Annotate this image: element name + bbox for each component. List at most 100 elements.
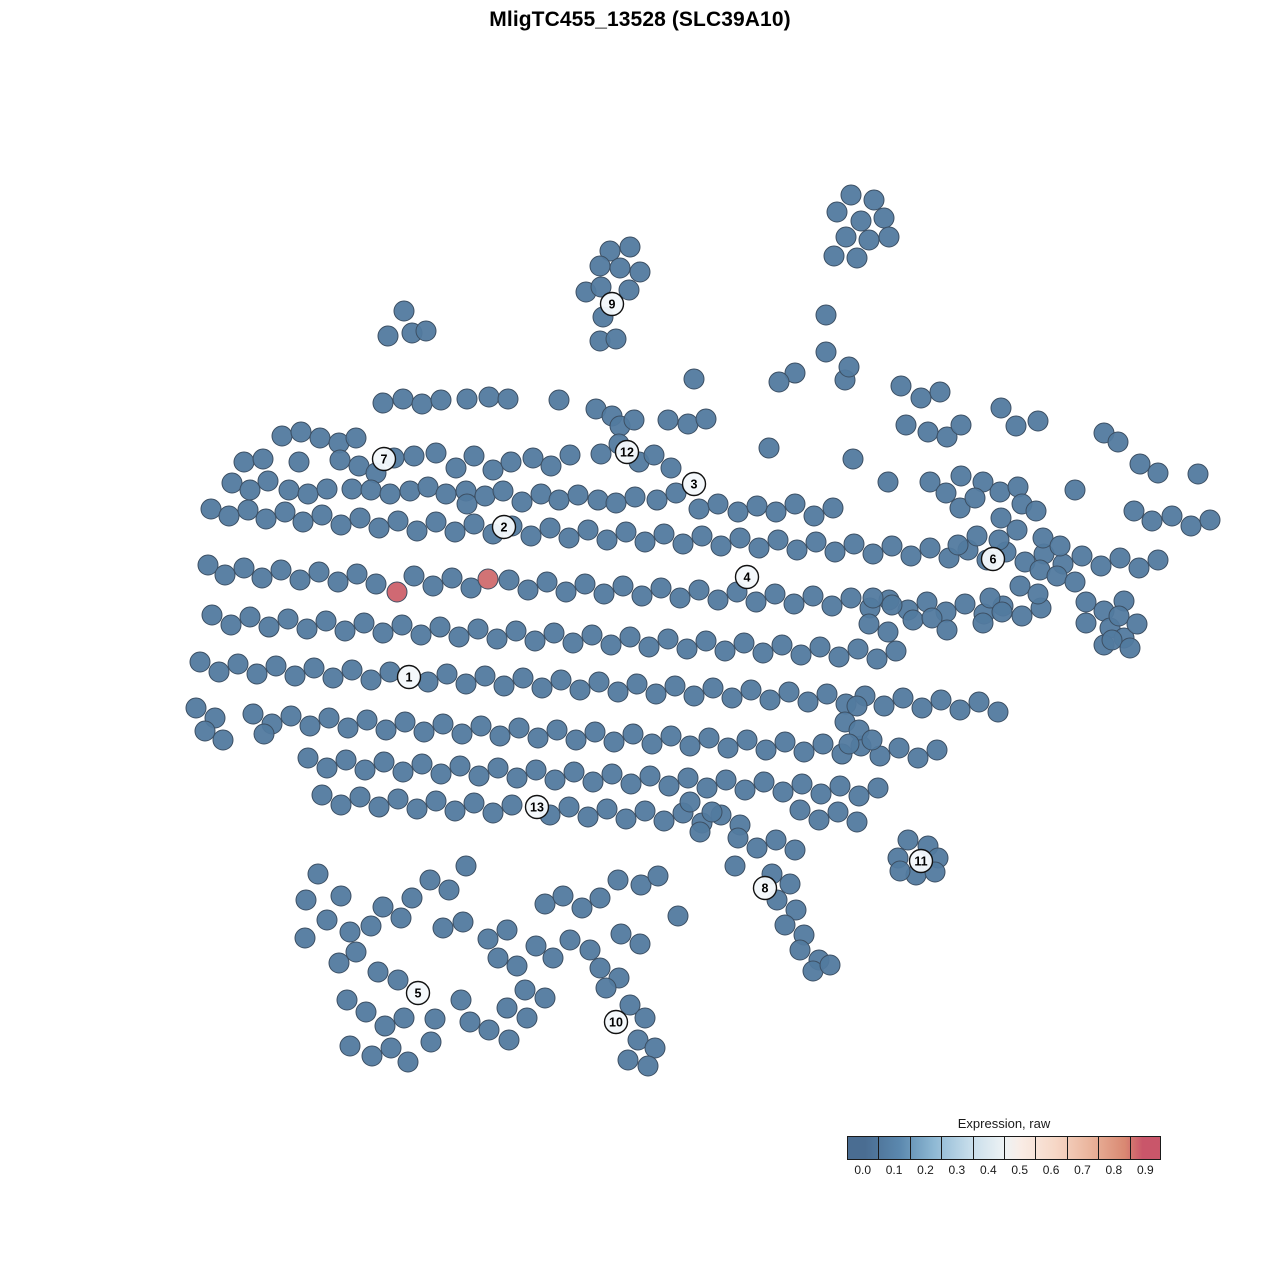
data-point[interactable]	[403, 565, 425, 587]
data-point[interactable]	[548, 489, 570, 511]
data-point[interactable]	[609, 257, 631, 279]
data-point[interactable]	[308, 561, 330, 583]
data-point[interactable]	[417, 476, 439, 498]
data-point[interactable]	[605, 328, 627, 350]
data-point[interactable]	[297, 747, 319, 769]
data-point[interactable]	[607, 681, 629, 703]
data-point[interactable]	[349, 507, 371, 529]
data-point[interactable]	[605, 492, 627, 514]
data-point[interactable]	[316, 478, 338, 500]
data-point[interactable]	[784, 493, 806, 515]
data-point[interactable]	[253, 723, 275, 745]
data-point[interactable]	[615, 521, 637, 543]
data-point[interactable]	[657, 409, 679, 431]
data-point[interactable]	[365, 573, 387, 595]
data-point[interactable]	[372, 896, 394, 918]
data-point[interactable]	[403, 445, 425, 467]
data-point[interactable]	[805, 531, 827, 553]
data-point[interactable]	[579, 939, 601, 961]
data-point[interactable]	[1123, 500, 1145, 522]
data-point[interactable]	[683, 685, 705, 707]
data-point[interactable]	[746, 495, 768, 517]
data-point[interactable]	[401, 887, 423, 909]
data-point[interactable]	[990, 397, 1012, 419]
data-point[interactable]	[567, 484, 589, 506]
data-point[interactable]	[902, 609, 924, 631]
data-point[interactable]	[288, 451, 310, 473]
data-point[interactable]	[1199, 509, 1221, 531]
data-point[interactable]	[843, 533, 865, 555]
data-point[interactable]	[657, 628, 679, 650]
data-point[interactable]	[233, 557, 255, 579]
data-point[interactable]	[631, 585, 653, 607]
data-point[interactable]	[679, 791, 701, 813]
data-point[interactable]	[926, 739, 948, 761]
data-point[interactable]	[596, 798, 618, 820]
data-point[interactable]	[1161, 505, 1183, 527]
data-point[interactable]	[356, 709, 378, 731]
data-point[interactable]	[637, 1055, 659, 1077]
data-point[interactable]	[531, 677, 553, 699]
data-point[interactable]	[540, 455, 562, 477]
data-point[interactable]	[816, 683, 838, 705]
data-point[interactable]	[629, 261, 651, 283]
data-point[interactable]	[571, 897, 593, 919]
data-point[interactable]	[848, 785, 870, 807]
data-point[interactable]	[394, 711, 416, 733]
data-point[interactable]	[459, 1011, 481, 1033]
data-point[interactable]	[889, 860, 911, 882]
data-point[interactable]	[590, 443, 612, 465]
data-point[interactable]	[270, 559, 292, 581]
data-point[interactable]	[297, 483, 319, 505]
data-point[interactable]	[448, 626, 470, 648]
data-point[interactable]	[954, 593, 976, 615]
data-point[interactable]	[664, 675, 686, 697]
data-point[interactable]	[919, 537, 941, 559]
data-point[interactable]	[1049, 535, 1071, 557]
data-point[interactable]	[767, 529, 789, 551]
data-point[interactable]	[450, 989, 472, 1011]
data-point[interactable]	[1046, 565, 1068, 587]
data-point[interactable]	[835, 226, 857, 248]
data-point[interactable]	[508, 717, 530, 739]
data-point[interactable]	[584, 721, 606, 743]
data-point[interactable]	[422, 575, 444, 597]
data-point[interactable]	[748, 537, 770, 559]
data-point[interactable]	[911, 697, 933, 719]
data-point[interactable]	[496, 997, 518, 1019]
data-point[interactable]	[460, 577, 482, 599]
data-point[interactable]	[214, 564, 236, 586]
data-point[interactable]	[391, 614, 413, 636]
data-point[interactable]	[189, 651, 211, 673]
data-point[interactable]	[707, 493, 729, 515]
data-point[interactable]	[764, 583, 786, 605]
data-point[interactable]	[734, 779, 756, 801]
data-point[interactable]	[565, 729, 587, 751]
data-point[interactable]	[620, 773, 642, 795]
data-point[interactable]	[361, 1045, 383, 1067]
data-point[interactable]	[511, 491, 533, 513]
data-point[interactable]	[653, 523, 675, 545]
data-point[interactable]	[520, 525, 542, 547]
data-point[interactable]	[410, 624, 432, 646]
data-point[interactable]	[289, 569, 311, 591]
data-point-highlighted[interactable]	[386, 581, 408, 603]
data-point[interactable]	[524, 630, 546, 652]
cluster-label-4[interactable]: 4	[734, 564, 760, 590]
data-point[interactable]	[307, 863, 329, 885]
data-point[interactable]	[318, 707, 340, 729]
data-point[interactable]	[936, 426, 958, 448]
data-point[interactable]	[1075, 591, 1097, 613]
data-point[interactable]	[679, 735, 701, 757]
data-point[interactable]	[724, 855, 746, 877]
data-point[interactable]	[445, 457, 467, 479]
data-point[interactable]	[1119, 637, 1141, 659]
data-point[interactable]	[436, 663, 458, 685]
data-point[interactable]	[900, 545, 922, 567]
data-point[interactable]	[200, 498, 222, 520]
cluster-label-6[interactable]: 6	[980, 546, 1006, 572]
data-point[interactable]	[603, 731, 625, 753]
data-point[interactable]	[972, 612, 994, 634]
data-point[interactable]	[1147, 549, 1169, 571]
data-point[interactable]	[727, 827, 749, 849]
